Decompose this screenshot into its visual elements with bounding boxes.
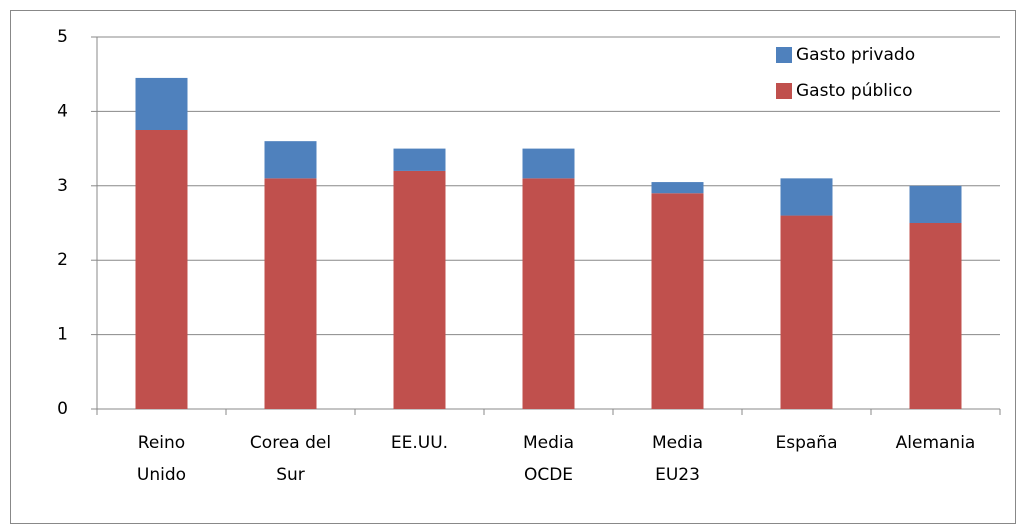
bar-segment	[780, 215, 833, 409]
y-tick-label: 4	[57, 101, 68, 121]
bar-segment	[393, 170, 446, 409]
bar-segment	[522, 148, 575, 179]
bar-segment	[909, 185, 962, 223]
x-tick-label: Corea del Sur	[250, 433, 331, 485]
bar-segment	[780, 178, 833, 216]
y-tick-label: 5	[57, 27, 68, 47]
bar-segment	[651, 193, 704, 409]
y-tick-label: 2	[57, 250, 68, 270]
x-tick-label: Media OCDE	[523, 433, 574, 485]
bar-segment	[264, 141, 317, 179]
y-tick-label: 1	[57, 325, 68, 345]
x-tick-label: España	[776, 433, 838, 453]
legend-swatch	[776, 47, 792, 63]
bar-segment	[135, 130, 188, 409]
bar-segment	[264, 178, 317, 409]
bar-segment	[909, 223, 962, 409]
y-tick-label: 3	[57, 176, 68, 196]
y-tick-label: 0	[57, 399, 68, 419]
x-tick-label: Reino Unido	[137, 433, 186, 485]
bar-segment	[522, 178, 575, 409]
bar-segment	[393, 148, 446, 171]
x-tick-label: Alemania	[896, 433, 976, 453]
x-tick-label: EE.UU.	[391, 433, 448, 453]
legend-label: Gasto público	[796, 81, 912, 101]
x-tick-label: Media EU23	[652, 433, 703, 485]
legend-label: Gasto privado	[796, 45, 915, 65]
bar-segment	[651, 182, 704, 194]
bar-segment	[135, 77, 188, 130]
legend-swatch	[776, 83, 792, 99]
